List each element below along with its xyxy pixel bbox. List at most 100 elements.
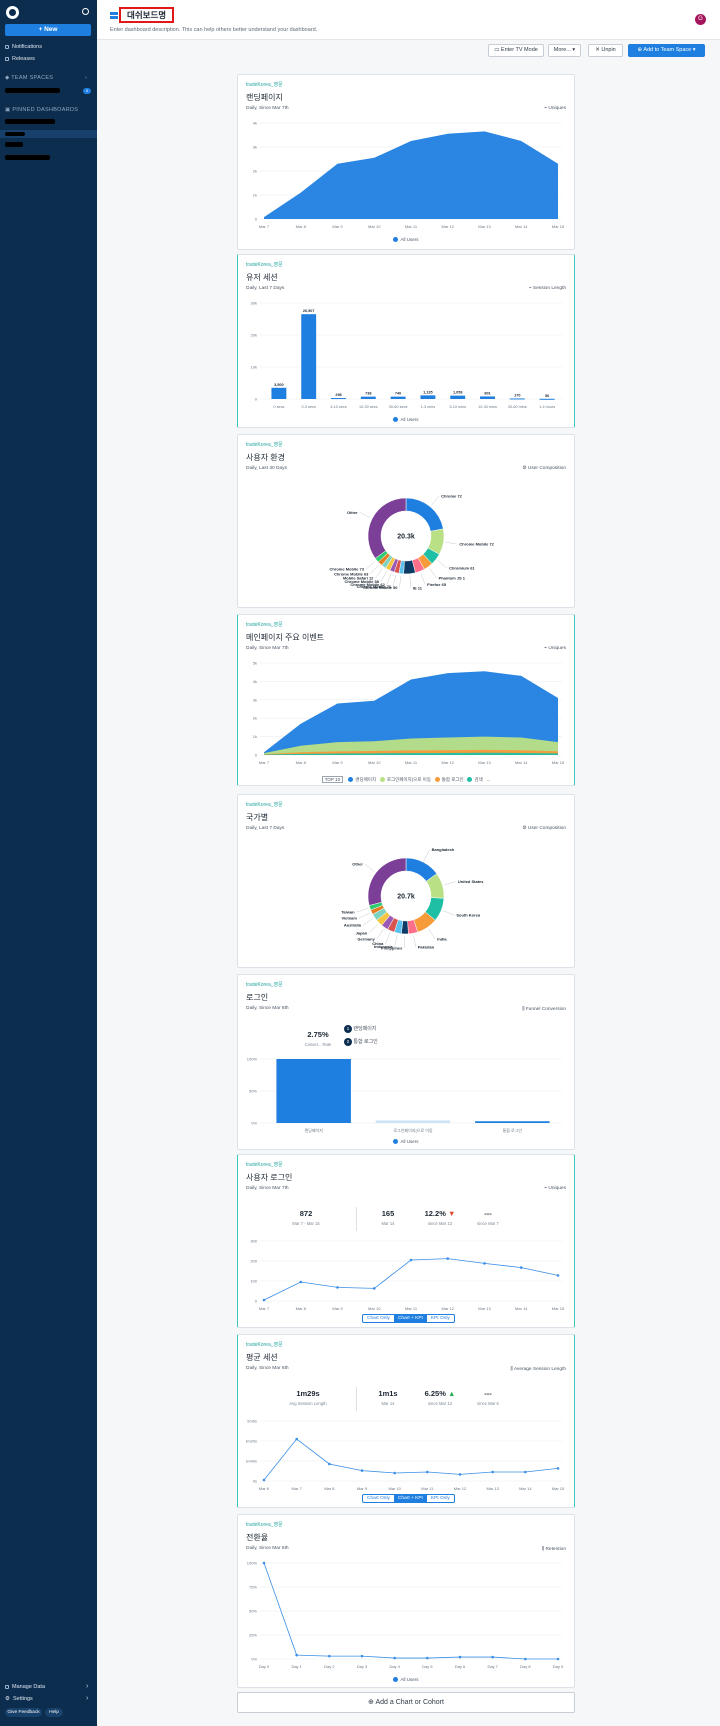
redacted-item[interactable] <box>5 88 60 93</box>
chart-card-country[interactable]: tradeKorea_영문 국가별 Daily, Last 7 Days ⚙ U… <box>237 794 575 968</box>
chart-card-main-events[interactable]: tradeKorea_영문 메인페이지 주요 이벤트 Daily, Since … <box>237 614 575 786</box>
chart-card-environment[interactable]: tradeKorea_영문 사용자 환경 Daily, Last 30 Days… <box>237 434 575 608</box>
chart-card-user-login[interactable]: tradeKorea_영문 사용자 로그인 Daily, Since Mar 7… <box>237 1154 575 1328</box>
toggle-chart-only[interactable]: Chart Only <box>367 1496 390 1501</box>
leader-line <box>380 570 387 582</box>
card-owner[interactable]: tradeKorea_영문 <box>246 1162 283 1168</box>
card-title[interactable]: 사용자 로그인 <box>246 1173 293 1182</box>
card-title[interactable]: 로그인 <box>246 993 269 1002</box>
sidebar-item-manage-data[interactable]: Manage Data <box>5 1684 45 1690</box>
legend-label[interactable]: 통합 로그인 <box>441 777 464 782</box>
section-label: PINNED DASHBOARDS <box>12 107 79 113</box>
enter-tv-mode-button[interactable]: ▭ Enter TV Mode <box>488 44 544 57</box>
card-title[interactable]: 평균 세션 <box>246 1353 278 1362</box>
bar <box>475 1121 550 1123</box>
y-tick-label: 3m20s <box>246 1439 257 1444</box>
bar <box>480 396 495 399</box>
legend-label[interactable]: 로그인페이지(으로 이동 <box>386 777 431 782</box>
y-tick-label: 0 <box>255 753 258 758</box>
x-tick-label: Day 0 <box>259 1664 270 1669</box>
card-owner[interactable]: tradeKorea_영문 <box>246 262 283 268</box>
avatar[interactable]: G <box>695 14 706 25</box>
chart-card-landing[interactable]: tradeKorea_영문 랜딩페이지 Daily, Since Mar 7th… <box>237 74 575 250</box>
sidebar-item-releases[interactable]: Releases <box>5 56 35 62</box>
card-title[interactable]: 랜딩페이지 <box>246 93 283 102</box>
kpi-label: since Mar 6 <box>477 1401 499 1406</box>
card-owner[interactable]: tradeKorea_영문 <box>246 442 283 448</box>
card-owner[interactable]: tradeKorea_영문 <box>246 1522 283 1528</box>
slice-label: Indonesia <box>374 944 393 949</box>
card-title[interactable]: 메인페이지 주요 이벤트 <box>246 633 325 642</box>
slice-label: Chrome Mobile 62 <box>350 582 385 587</box>
y-tick-label: 100 <box>250 1279 257 1284</box>
database-icon <box>5 1685 9 1689</box>
toggle-kpi-only[interactable]: KPI Only <box>430 1316 450 1321</box>
card-owner[interactable]: tradeKorea_영문 <box>246 82 283 88</box>
chart-card-sessions[interactable]: tradeKorea_영문 유저 세션 Daily, Last 7 Days ⌁… <box>237 254 575 428</box>
x-tick-label: Mar 14 <box>515 224 528 229</box>
legend-more[interactable]: ... <box>486 777 491 782</box>
sidebar-item-settings[interactable]: ⚙ Settings <box>5 1696 33 1702</box>
toggle-kpi-only[interactable]: KPI Only <box>430 1496 450 1501</box>
x-tick-label: Mar 15 <box>552 224 565 229</box>
data-label: 1,135 <box>423 390 433 394</box>
amplitude-logo[interactable] <box>6 6 19 19</box>
chart-card-avg-session[interactable]: tradeKorea_영문 평균 세션 Daily, Since Mar 6th… <box>237 1334 575 1508</box>
card-title[interactable]: 전환율 <box>246 1533 269 1542</box>
view-toggle: Chart Only Chart + KPI KPI Only <box>362 1314 455 1323</box>
x-tick-label: Mar 14 <box>515 760 528 765</box>
top-n-selector[interactable]: TOP 10 <box>321 776 344 783</box>
dashboard-title[interactable]: 대쉬보드명 <box>119 7 175 23</box>
toggle-chart-kpi[interactable]: Chart + KPI <box>393 1495 427 1502</box>
x-tick-label: Mar 9 <box>332 760 343 765</box>
help-button[interactable]: Help <box>45 1708 63 1717</box>
toggle-chart-kpi[interactable]: Chart + KPI <box>393 1315 427 1322</box>
tv-icon: ▭ <box>494 47 501 53</box>
more-button[interactable]: More... ▾ <box>548 44 581 57</box>
y-tick-label: 5m0s <box>247 1419 257 1424</box>
data-point <box>262 1478 266 1482</box>
card-owner[interactable]: tradeKorea_영문 <box>246 802 283 808</box>
line-series <box>263 1258 559 1301</box>
y-tick-label: 5k <box>253 661 257 666</box>
sidebar-item-notifications[interactable]: Notifications <box>5 44 42 50</box>
card-title[interactable]: 사용자 환경 <box>246 453 286 462</box>
add-to-team-space-button[interactable]: ⊕ Add to Team Space ▾ <box>628 44 705 57</box>
give-feedback-button[interactable]: Give Feedback <box>5 1708 42 1717</box>
leader-line <box>431 495 440 506</box>
card-title[interactable]: 유저 세션 <box>246 273 278 282</box>
x-tick-label: Mar 7 <box>259 224 270 229</box>
data-point <box>556 1467 560 1470</box>
bar <box>331 398 346 400</box>
new-button[interactable]: + New <box>5 24 91 36</box>
card-owner[interactable]: tradeKorea_영문 <box>246 1342 283 1348</box>
x-tick-label: Mar 14 <box>515 1306 528 1311</box>
metric-label: Session Length <box>532 286 566 291</box>
add-chart-button[interactable]: ⊕ Add a Chart or Cohort <box>237 1692 575 1713</box>
card-subtitle: Daily, Last 7 Days <box>246 826 285 831</box>
arrow-down-icon: ▼ <box>445 1209 456 1218</box>
card-title[interactable]: 국가별 <box>246 813 269 822</box>
redacted-item[interactable] <box>5 142 23 147</box>
chart-card-login-funnel[interactable]: tradeKorea_영문 로그인 Daily, Since Mar 8th ⫼… <box>237 974 575 1150</box>
search-icon[interactable] <box>82 8 89 15</box>
sidebar-item-label: Manage Data <box>12 1684 46 1690</box>
data-point <box>524 1470 527 1474</box>
legend-label[interactable]: 검색 <box>474 777 483 782</box>
redacted-item[interactable] <box>5 155 50 160</box>
y-tick-label: 2k <box>253 716 257 721</box>
sidebar-selected-dashboard[interactable] <box>0 130 97 138</box>
card-subtitle: Daily, Since Mar 7th <box>246 1186 289 1191</box>
legend-label[interactable]: 랜딩페이지 <box>355 777 377 782</box>
y-tick-label: 75% <box>249 1585 257 1590</box>
toggle-chart-only[interactable]: Chart Only <box>367 1316 390 1321</box>
sidebar-section-team-spaces[interactable]: ◆ TEAM SPACES › <box>5 75 87 81</box>
dashboard-description[interactable]: Enter dashboard description. This can he… <box>110 27 318 33</box>
card-owner[interactable]: tradeKorea_영문 <box>246 622 283 628</box>
x-tick-label: Day 7 <box>487 1664 498 1669</box>
chart-card-conversion[interactable]: tradeKorea_영문 전환율 Daily, Since Mar 6th ⫼… <box>237 1514 575 1688</box>
unpin-button[interactable]: ✕ Unpin <box>588 44 623 57</box>
redacted-item[interactable] <box>5 119 55 124</box>
card-owner[interactable]: tradeKorea_영문 <box>246 982 283 988</box>
